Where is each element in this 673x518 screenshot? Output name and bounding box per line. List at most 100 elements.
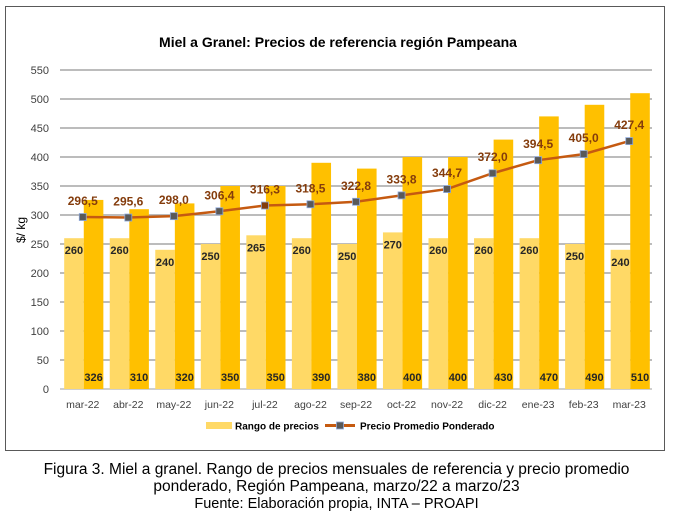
average-price-marker (261, 201, 269, 210)
data-label-min: 260 (429, 245, 447, 257)
x-tick-label: jul-22 (251, 399, 278, 411)
average-price-marker (78, 213, 87, 221)
y-tick-label: 250 (31, 239, 49, 251)
average-price-marker (443, 185, 451, 193)
bar-range-min (428, 238, 449, 389)
data-label-max: 320 (175, 372, 193, 384)
data-label-average: 296,5 (68, 194, 98, 208)
data-label-min: 250 (338, 251, 356, 263)
legend-swatch-range (206, 422, 232, 429)
bars (64, 93, 650, 390)
legend-label-average: Precio Promedio Ponderado (360, 422, 494, 433)
x-tick-label: oct-22 (387, 399, 416, 411)
data-label-max: 310 (130, 372, 148, 384)
average-price-marker (169, 212, 178, 221)
bar-range-max (174, 203, 195, 389)
data-label-min: 260 (475, 245, 493, 257)
data-label-average: 318,5 (295, 181, 325, 195)
x-tick-label: dic-22 (478, 399, 507, 411)
bar-range-min (291, 238, 312, 389)
bar-range-max (83, 199, 104, 389)
data-label-min: 260 (110, 245, 128, 257)
bar-range-min (610, 249, 631, 389)
bar-range-min (64, 238, 84, 389)
legend-label-range: Rango de precios (235, 422, 319, 433)
x-tick-label: feb-23 (569, 399, 599, 411)
data-label-average: 322,8 (341, 179, 371, 193)
y-tick-label: 300 (31, 210, 49, 222)
bar-range-max (129, 209, 149, 389)
data-label-average: 295,6 (113, 195, 143, 209)
data-label-average: 306,4 (204, 188, 234, 202)
legend-marker-average (336, 421, 344, 430)
x-tick-label: ago-22 (294, 399, 327, 411)
y-tick-label: 200 (31, 268, 49, 280)
data-label-min: 240 (156, 257, 174, 269)
average-price-marker (625, 137, 634, 146)
bar-range-min (382, 232, 403, 389)
bar-range-min (200, 244, 221, 389)
data-label-average: 372,0 (478, 150, 508, 164)
data-label-max: 380 (358, 372, 376, 384)
y-tick-label: 450 (31, 123, 49, 135)
bar-range-max (448, 157, 468, 389)
data-label-average: 344,7 (432, 166, 462, 180)
x-tick-label: abr-22 (113, 399, 144, 411)
bar-range-max (357, 168, 377, 389)
data-label-min: 260 (65, 245, 83, 257)
data-label-max: 430 (494, 372, 512, 384)
bar-range-min (337, 244, 357, 389)
data-label-max: 390 (312, 372, 330, 384)
data-label-min: 250 (201, 251, 219, 263)
data-label-average: 427,4 (614, 118, 644, 132)
data-label-min: 240 (611, 257, 629, 269)
average-price-marker (352, 197, 360, 206)
data-label-min: 250 (566, 251, 584, 263)
legend: Rango de precios Precio Promedio Pondera… (206, 422, 494, 433)
bar-range-max (630, 93, 650, 389)
bar-range-max (402, 157, 423, 389)
bar-range-min (155, 249, 175, 389)
x-tick-label: ene-23 (522, 399, 555, 411)
y-tick-label: 500 (31, 94, 49, 106)
average-price-marker (124, 213, 133, 222)
y-tick-labels: 0 50 100 150 200 250 300 350 400 450 500 550 (31, 65, 49, 396)
average-price-marker (306, 200, 315, 209)
data-label-average: 405,0 (569, 131, 599, 145)
average-price-line (78, 137, 634, 222)
data-label-max: 490 (585, 372, 603, 384)
chart-title: Miel a Granel: Precios de referencia reg… (159, 34, 517, 50)
y-tick-label: 350 (31, 181, 49, 193)
figure-source: Fuente: Elaboración propia, INTA – PROAP… (194, 496, 479, 512)
data-label-average: 394,5 (523, 137, 553, 151)
bar-range-max (220, 186, 240, 389)
y-tick-label: 50 (37, 355, 49, 367)
data-label-max: 510 (631, 372, 649, 384)
data-labels: 260 326 260 310 240 320 250 350 265 350 260 390 250 3… (65, 118, 649, 384)
average-price-marker (215, 207, 224, 216)
figure-caption-line-1: Figura 3. Miel a granel. Rango de precio… (43, 461, 630, 478)
bar-range-max (539, 116, 559, 390)
x-tick-label: nov-22 (431, 399, 463, 411)
y-axis-label: $/ kg (14, 217, 28, 243)
y-tick-label: 550 (31, 65, 49, 77)
average-price-marker (488, 169, 497, 178)
x-tick-label: may-22 (156, 399, 191, 411)
data-label-max: 400 (449, 372, 467, 384)
data-label-max: 326 (84, 372, 102, 384)
average-price-marker (579, 150, 588, 159)
data-label-max: 400 (403, 372, 421, 384)
bar-range-max (265, 186, 286, 389)
data-label-average: 316,3 (250, 183, 280, 197)
data-label-max: 350 (267, 372, 285, 384)
data-label-max: 350 (221, 372, 239, 384)
bar-range-max (493, 139, 514, 389)
bar-range-min (519, 238, 540, 389)
data-label-average: 333,8 (387, 172, 417, 186)
y-tick-label: 100 (31, 326, 49, 338)
data-label-min: 260 (520, 245, 538, 257)
x-tick-label: sep-22 (340, 399, 372, 411)
average-price-marker (397, 191, 406, 200)
x-tick-label: jun-22 (204, 399, 234, 411)
